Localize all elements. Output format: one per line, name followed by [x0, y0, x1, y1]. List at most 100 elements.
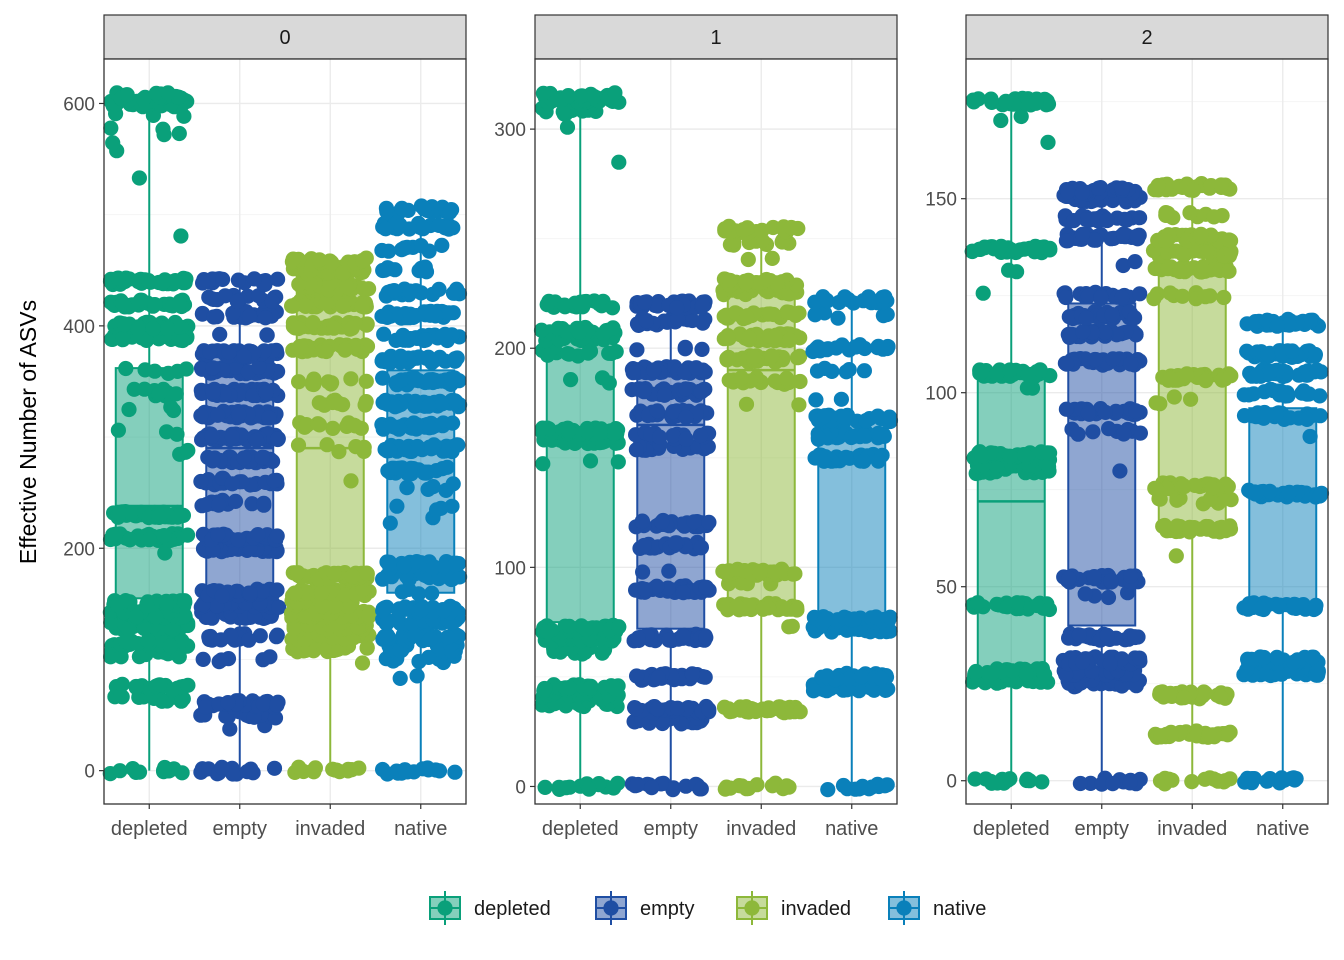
data-point	[578, 621, 594, 637]
data-point	[1059, 356, 1075, 372]
data-point	[644, 780, 660, 796]
x-tick-label: depleted	[542, 818, 619, 840]
data-point	[604, 300, 621, 316]
data-point	[560, 346, 576, 362]
data-point	[313, 585, 330, 601]
facet-strip-label: 0	[279, 27, 290, 49]
data-point	[252, 628, 268, 644]
y-tick-label: 600	[63, 94, 95, 115]
data-point	[1201, 727, 1217, 743]
data-point	[1182, 205, 1198, 221]
data-point	[335, 298, 351, 314]
data-point	[629, 342, 645, 358]
data-point	[755, 601, 771, 617]
data-point	[636, 294, 653, 310]
data-point	[254, 449, 270, 465]
data-point	[729, 598, 745, 615]
x-tick-label: native	[825, 818, 878, 840]
data-point	[735, 222, 751, 238]
data-point	[788, 307, 804, 323]
data-point	[156, 127, 172, 143]
data-point	[230, 532, 246, 548]
data-point	[741, 598, 757, 614]
data-point	[1127, 254, 1143, 270]
data-point	[882, 609, 898, 625]
data-point	[701, 701, 717, 718]
data-point	[1077, 586, 1093, 602]
data-point	[269, 582, 285, 598]
data-point	[649, 403, 666, 419]
data-point	[1236, 387, 1252, 403]
data-point	[421, 243, 437, 259]
data-point	[114, 676, 130, 692]
data-point	[327, 598, 344, 614]
data-point	[861, 781, 877, 797]
data-point	[1307, 600, 1323, 617]
legend-label: invaded	[781, 898, 851, 920]
data-point	[791, 397, 807, 413]
data-point	[436, 603, 452, 619]
data-point	[650, 298, 666, 314]
data-point	[378, 200, 394, 216]
data-point	[236, 450, 252, 466]
data-point	[406, 372, 423, 388]
data-point	[151, 385, 167, 401]
y-tick-label: 400	[63, 317, 95, 338]
y-tick-label: 0	[515, 777, 526, 798]
data-point	[402, 283, 418, 299]
data-point	[1127, 629, 1143, 645]
data-point	[428, 762, 444, 778]
data-point	[637, 581, 654, 598]
data-point	[669, 300, 685, 316]
data-point	[656, 387, 673, 403]
data-point	[204, 428, 220, 444]
data-point	[354, 655, 371, 671]
data-point	[1313, 485, 1330, 501]
data-point	[1220, 727, 1236, 743]
data-point	[249, 432, 265, 448]
data-point	[606, 425, 622, 441]
x-tick-label: invaded	[726, 818, 796, 840]
data-point	[110, 422, 126, 438]
data-point	[395, 329, 412, 346]
data-point	[1020, 367, 1036, 383]
data-point	[284, 298, 300, 314]
data-point	[205, 360, 221, 376]
data-point	[1212, 689, 1229, 705]
data-point	[746, 349, 762, 365]
data-point	[387, 262, 403, 278]
data-point	[1274, 770, 1290, 786]
data-point	[661, 632, 677, 648]
data-point	[210, 407, 226, 423]
data-point	[628, 442, 645, 458]
data-point	[318, 343, 334, 360]
data-point	[1075, 324, 1091, 340]
data-point	[717, 221, 733, 237]
data-point	[256, 497, 272, 513]
data-point	[193, 473, 209, 490]
data-point	[1309, 362, 1325, 378]
data-point	[406, 415, 422, 431]
data-point	[198, 699, 214, 715]
data-point	[1127, 310, 1143, 326]
data-point	[124, 505, 140, 522]
data-point	[148, 609, 164, 625]
data-point	[105, 527, 121, 543]
data-point	[1287, 772, 1303, 788]
jitter-points-invaded	[283, 250, 377, 781]
data-point	[1302, 428, 1318, 445]
data-point	[436, 558, 452, 574]
data-point	[654, 514, 670, 530]
data-point	[1132, 650, 1148, 666]
data-point	[610, 454, 626, 470]
data-point	[162, 638, 178, 654]
y-tick-label: 50	[936, 578, 957, 599]
data-point	[734, 778, 750, 794]
data-point	[231, 407, 247, 423]
data-point	[745, 701, 762, 718]
data-point	[442, 204, 458, 220]
data-point	[610, 775, 626, 791]
data-point	[214, 588, 230, 604]
data-point	[380, 463, 396, 479]
